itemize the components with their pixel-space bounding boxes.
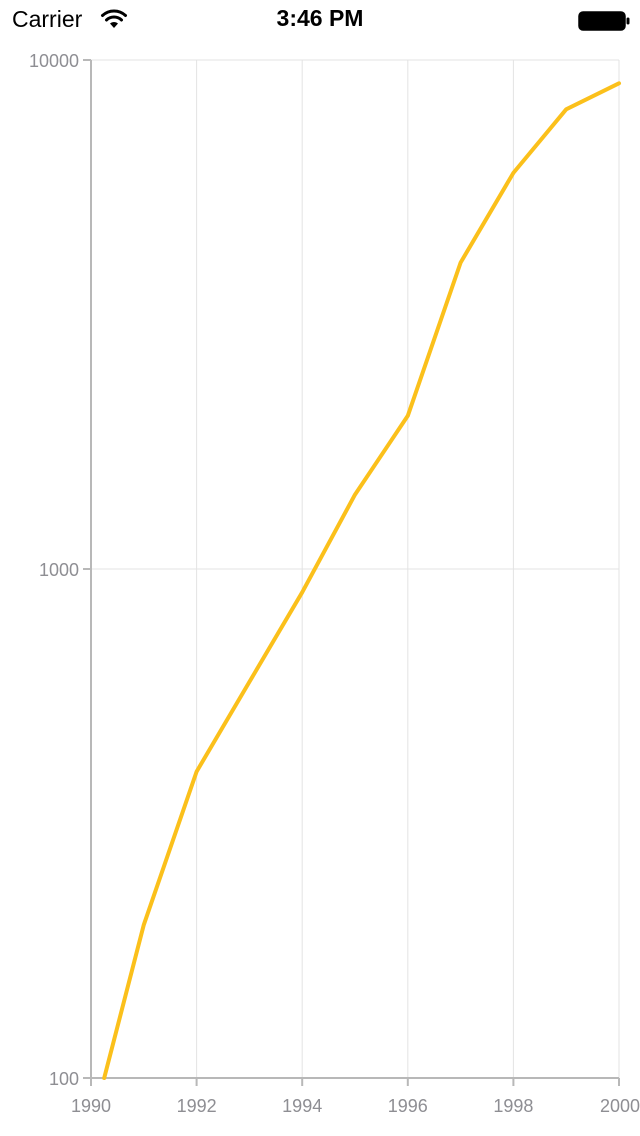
x-tick-label: 2000 xyxy=(600,1096,640,1116)
axes xyxy=(83,59,620,1086)
x-tick-label: 1996 xyxy=(388,1096,428,1116)
wifi-icon xyxy=(101,9,127,28)
carrier-label: Carrier xyxy=(12,6,83,32)
status-bar: Carrier 3:46 PM xyxy=(0,0,640,40)
x-tick-label: 1994 xyxy=(282,1096,322,1116)
series-layer xyxy=(102,81,621,1080)
y-tick-label: 10000 xyxy=(29,51,79,71)
grid-lines xyxy=(91,59,620,1078)
y-tick-label: 100 xyxy=(49,1069,79,1089)
x-tick-label: 1992 xyxy=(177,1096,217,1116)
x-tick-label: 1990 xyxy=(71,1096,111,1116)
y-tick-label: 1000 xyxy=(39,560,79,580)
battery-icon xyxy=(578,11,630,31)
series-line xyxy=(102,81,621,1080)
tick-labels: 1990 1992 1994 1996 1998 2000 100 1000 10000 xyxy=(29,51,640,1116)
status-time: 3:46 PM xyxy=(276,5,364,31)
x-tick-label: 1998 xyxy=(493,1096,533,1116)
